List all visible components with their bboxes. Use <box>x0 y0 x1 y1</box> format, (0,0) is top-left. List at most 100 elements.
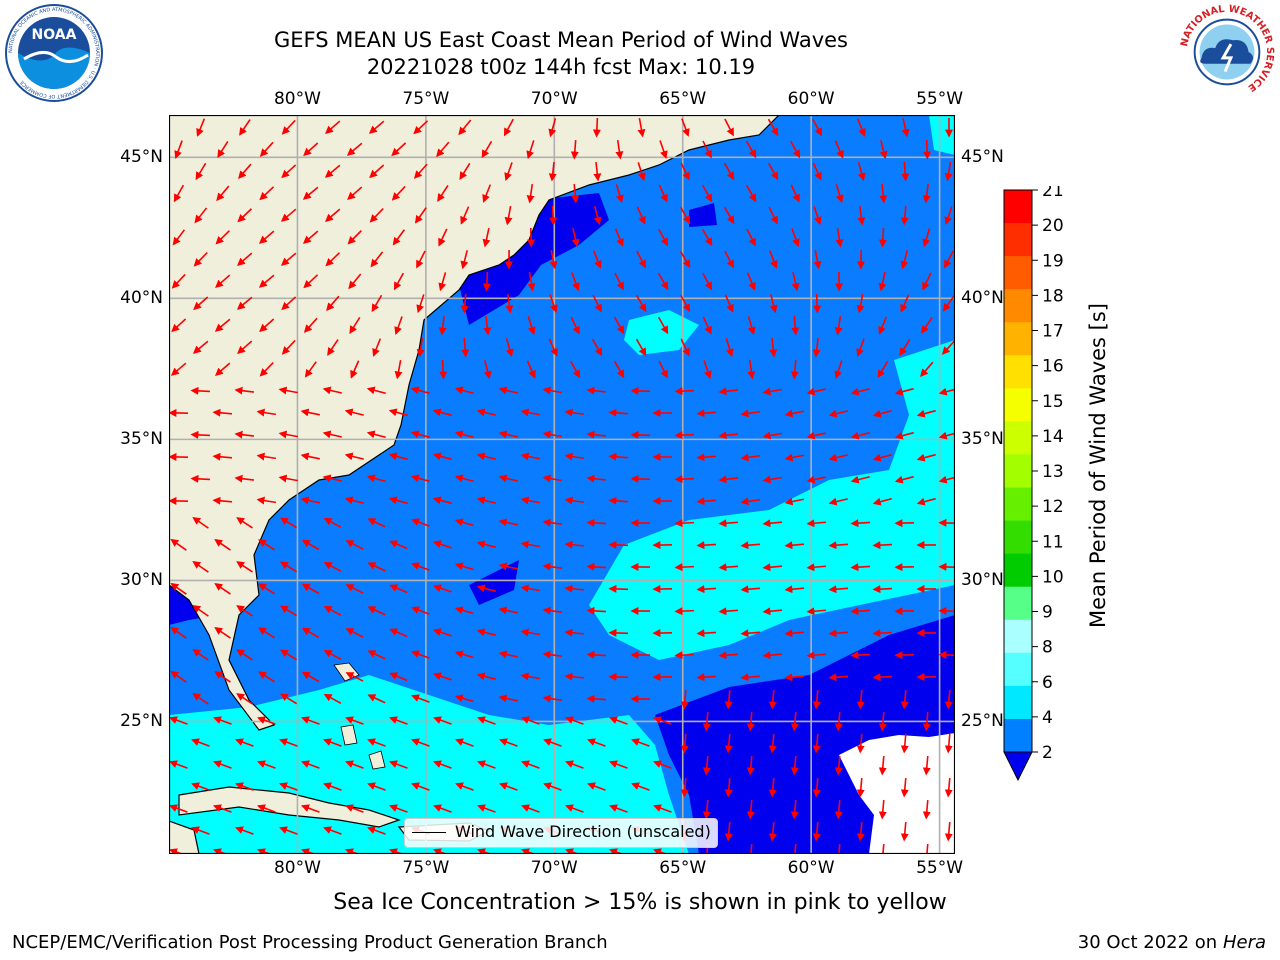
wave-vector <box>812 118 823 137</box>
wave-vector <box>769 294 778 314</box>
wave-vector <box>394 360 403 380</box>
wave-vector <box>828 409 848 418</box>
wave-vector <box>724 689 733 710</box>
colorbar-swatch <box>1004 190 1032 224</box>
wave-vector <box>789 140 801 159</box>
wave-vector <box>592 250 602 269</box>
wave-vector <box>696 453 717 462</box>
wave-vector <box>416 337 425 358</box>
wave-vector <box>347 230 362 245</box>
wave-vector <box>520 584 541 593</box>
lon-tick-bottom: 70°W <box>530 858 578 878</box>
wave-vector <box>433 716 452 725</box>
wave-vector <box>323 782 342 791</box>
wave-vector <box>724 118 734 137</box>
wave-vector <box>236 517 253 529</box>
wave-vector <box>458 119 472 136</box>
wave-vector <box>696 629 717 638</box>
wave-vector <box>543 782 562 791</box>
wave-vector <box>767 162 779 181</box>
colorbar-swatch <box>1004 256 1032 290</box>
wave-vector <box>521 804 540 813</box>
wave-vector <box>571 183 580 204</box>
wave-vector <box>235 826 254 835</box>
lon-tick-bottom: 55°W <box>916 858 964 878</box>
colorbar-tick-label: 13 <box>1042 462 1064 482</box>
wave-vector <box>461 337 470 358</box>
wave-vector <box>411 782 430 791</box>
wave-vector <box>857 205 866 226</box>
wave-vector <box>411 562 430 571</box>
wave-vector <box>740 629 761 638</box>
wave-vector <box>718 387 739 396</box>
wave-vector <box>850 387 870 396</box>
wave-vector <box>256 452 277 461</box>
wave-vector <box>681 118 690 137</box>
wave-vector <box>258 627 276 639</box>
wave-vector <box>192 648 209 661</box>
wave-vector <box>718 563 739 572</box>
wave-vector <box>235 738 254 747</box>
wave-vector <box>301 583 320 595</box>
wave-vector <box>768 689 777 710</box>
wave-vector <box>234 386 255 395</box>
wave-vector <box>894 431 914 440</box>
wave-vector <box>894 387 914 396</box>
wave-vector <box>872 453 892 462</box>
wave-vector <box>477 716 496 725</box>
wave-vector <box>432 672 452 681</box>
wave-vector <box>278 474 298 483</box>
colorbar-swatch <box>1004 718 1032 753</box>
wave-vector <box>745 184 757 203</box>
wave-vector <box>813 293 822 314</box>
wave-vector <box>542 518 563 527</box>
wave-vector <box>944 250 954 269</box>
wave-vector <box>301 760 320 769</box>
wave-vector <box>637 162 646 182</box>
wave-vector <box>410 474 430 483</box>
wave-vector <box>300 496 320 505</box>
wave-vector <box>526 183 535 204</box>
wave-vector <box>279 605 298 617</box>
wave-vector <box>900 294 910 313</box>
wave-vector <box>835 184 844 204</box>
wave-vector <box>193 251 208 267</box>
wave-vector <box>944 206 953 226</box>
wave-vector <box>856 338 865 357</box>
wave-vector <box>762 475 783 484</box>
wave-vector <box>916 497 936 506</box>
wave-vector <box>256 408 277 417</box>
wave-vector <box>548 338 558 357</box>
wave-vector <box>900 821 909 842</box>
wave-vector <box>791 272 800 292</box>
wave-vector <box>236 693 253 705</box>
wave-vector <box>564 408 585 417</box>
colorbar-tick-label: 18 <box>1042 286 1064 306</box>
wave-vector <box>812 689 821 710</box>
wave-vector <box>828 453 848 462</box>
wave-vector <box>367 694 386 704</box>
wave-vector <box>762 651 783 660</box>
chart-title: GEFS MEAN US East Coast Mean Period of W… <box>274 28 848 52</box>
wave-vector <box>416 294 425 314</box>
wave-vector <box>257 760 276 769</box>
wave-vector <box>498 518 518 527</box>
wave-vector <box>653 716 672 725</box>
wave-vector <box>569 360 581 379</box>
wave-vector <box>300 408 320 417</box>
wave-vector <box>680 777 689 798</box>
wave-vector <box>196 118 206 137</box>
wave-vector <box>784 409 804 418</box>
wave-vector <box>636 206 646 225</box>
wave-vector <box>790 755 799 776</box>
colorbar-swatch <box>1004 652 1032 687</box>
wave-vector <box>747 316 756 336</box>
wave-vector <box>300 452 320 461</box>
wave-vector <box>696 673 717 682</box>
wave-vector <box>724 733 733 754</box>
wave-vector <box>922 228 931 248</box>
wave-vector <box>872 541 893 550</box>
wave-vector <box>659 140 668 160</box>
wave-vector <box>740 497 761 506</box>
wave-vector <box>172 229 186 246</box>
